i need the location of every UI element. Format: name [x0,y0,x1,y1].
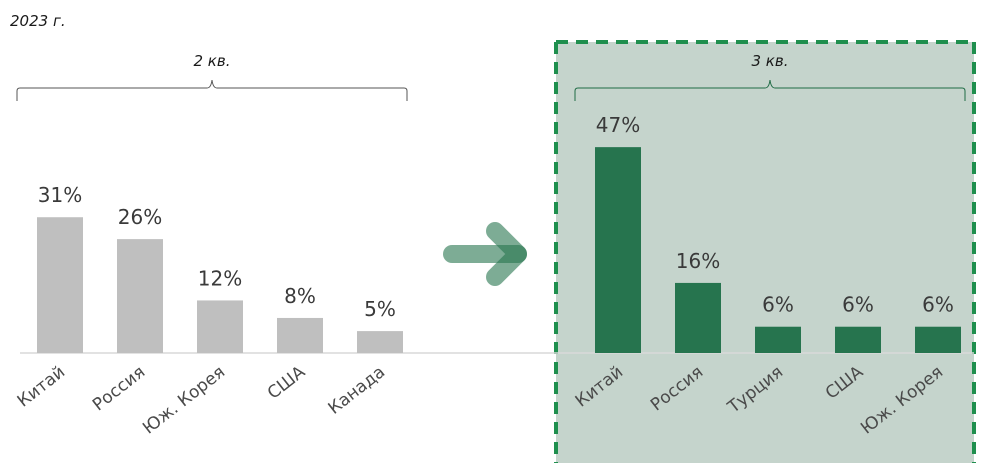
q2-value-label-3: 12% [198,266,242,290]
q3-period-label: 3 кв. [752,52,789,70]
year-label: 2023 г. [10,12,66,30]
transition-arrow-icon [443,222,527,286]
q3-value-label-5: 6% [922,293,954,317]
q2-value-label-4: 8% [284,284,316,308]
q2-bar-1 [37,217,83,353]
q3-value-label-4: 6% [842,293,874,317]
q2-category-label-3: Юж. Корея [139,362,229,438]
q3-value-label-1: 47% [596,113,640,137]
q2-period-label: 2 кв. [194,52,231,70]
q2-value-label-2: 26% [118,205,162,229]
q2-category-label-1: Китай [14,362,69,411]
q2-bar-3 [197,300,243,353]
q2-category-label-2: Россия [89,362,149,415]
q2-bar-2 [117,239,163,353]
q2-bar-chart: 31% Китай 26% Россия 12% Юж. Корея 8% США 5% Кана… [14,183,403,439]
q2-category-label-4: США [264,362,309,404]
q3-bracket [574,79,966,101]
q3-bar-1 [595,147,641,353]
q2-bracket [16,79,408,101]
q2-value-label-5: 5% [364,297,396,321]
q3-bar-4 [835,326,881,353]
q2-bar-5 [357,331,403,353]
q3-bar-2 [675,282,721,353]
q3-value-label-2: 16% [676,249,720,273]
q3-bar-5 [915,326,961,353]
q3-bar-3 [755,326,801,353]
q2-bar-4 [277,317,323,353]
q2-value-label-1: 31% [38,183,82,207]
q2-category-label-5: Канада [325,362,389,419]
q3-value-label-3: 6% [762,293,794,317]
